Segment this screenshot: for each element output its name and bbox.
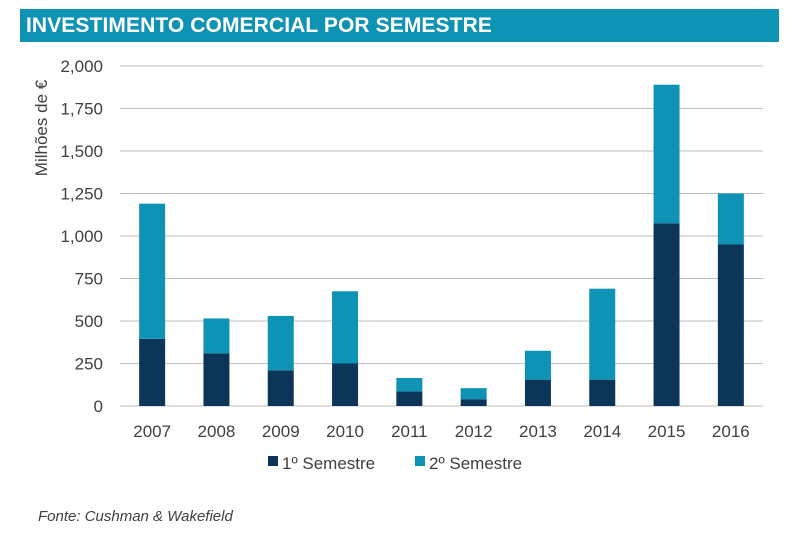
y-tick-label: 1,500 — [60, 142, 103, 161]
bar-2008-s1 — [203, 353, 230, 406]
bar-2010-s1 — [332, 363, 359, 406]
bar-2013-s2 — [524, 350, 551, 380]
bar-2016-s2 — [717, 193, 744, 245]
legend-swatch — [268, 456, 278, 466]
x-tick-label: 2010 — [326, 422, 364, 441]
bar-2007-s2 — [139, 203, 166, 339]
source-note: Fonte: Cushman & Wakefield — [38, 508, 233, 525]
x-tick-label: 2015 — [648, 422, 686, 441]
y-tick-label: 1,250 — [60, 185, 103, 204]
x-axis-ticks: 2007 2008 2009 2010 2011 2012 2013 2014 2015 2016 — [133, 422, 750, 441]
x-tick-label: 2009 — [262, 422, 300, 441]
bar-2015-s1 — [653, 223, 680, 406]
bar-2014-s2 — [589, 288, 616, 380]
y-tick-label: 1,000 — [60, 227, 103, 246]
x-tick-label: 2014 — [583, 422, 621, 441]
bar-2009-s1 — [267, 370, 294, 406]
legend-label: 2º Semestre — [429, 454, 522, 473]
x-tick-label: 2011 — [391, 422, 428, 441]
bar-2011-s1 — [396, 391, 423, 406]
y-tick-label: 750 — [75, 270, 103, 289]
bar-2015-s2 — [653, 84, 680, 224]
bar-2012-s1 — [460, 399, 487, 406]
bar-2008-s2 — [203, 318, 230, 354]
bar-2010-s2 — [332, 291, 359, 364]
bar-2013-s1 — [524, 379, 551, 406]
x-tick-label: 2008 — [198, 422, 236, 441]
x-tick-label: 2012 — [455, 422, 493, 441]
y-axis-ticks: 0 250 500 750 1,000 1,250 1,500 1,750 2,000 — [60, 57, 103, 416]
y-tick-label: 1,750 — [60, 100, 103, 119]
bar-2007-s1 — [139, 338, 166, 406]
y-tick-label: 500 — [75, 312, 103, 331]
bar-2011-s2 — [396, 377, 423, 392]
x-tick-label: 2013 — [519, 422, 557, 441]
legend-swatch — [415, 456, 425, 466]
bar-2014-s1 — [589, 379, 616, 406]
bar-2009-s2 — [267, 315, 294, 371]
y-axis-label: Milhões de € — [32, 79, 51, 176]
chart-title: INVESTIMENTO COMERCIAL POR SEMESTRE — [26, 13, 492, 37]
x-tick-label: 2007 — [133, 422, 171, 441]
bar-2016-s1 — [717, 244, 744, 406]
title-bar: INVESTIMENTO COMERCIAL POR SEMESTRE — [20, 9, 779, 42]
y-tick-label: 2,000 — [60, 57, 103, 76]
bar-2012-s2 — [460, 388, 487, 400]
y-tick-label: 250 — [75, 355, 103, 374]
x-tick-label: 2016 — [712, 422, 750, 441]
stacked-bar-chart: 0 250 500 750 1,000 1,250 1,500 1,750 2,000 2007… — [32, 57, 763, 473]
legend-label: 1º Semestre — [282, 454, 375, 473]
legend: 1º Semestre 2º Semestre — [268, 454, 522, 473]
y-tick-label: 0 — [94, 397, 103, 416]
bars — [139, 84, 744, 406]
